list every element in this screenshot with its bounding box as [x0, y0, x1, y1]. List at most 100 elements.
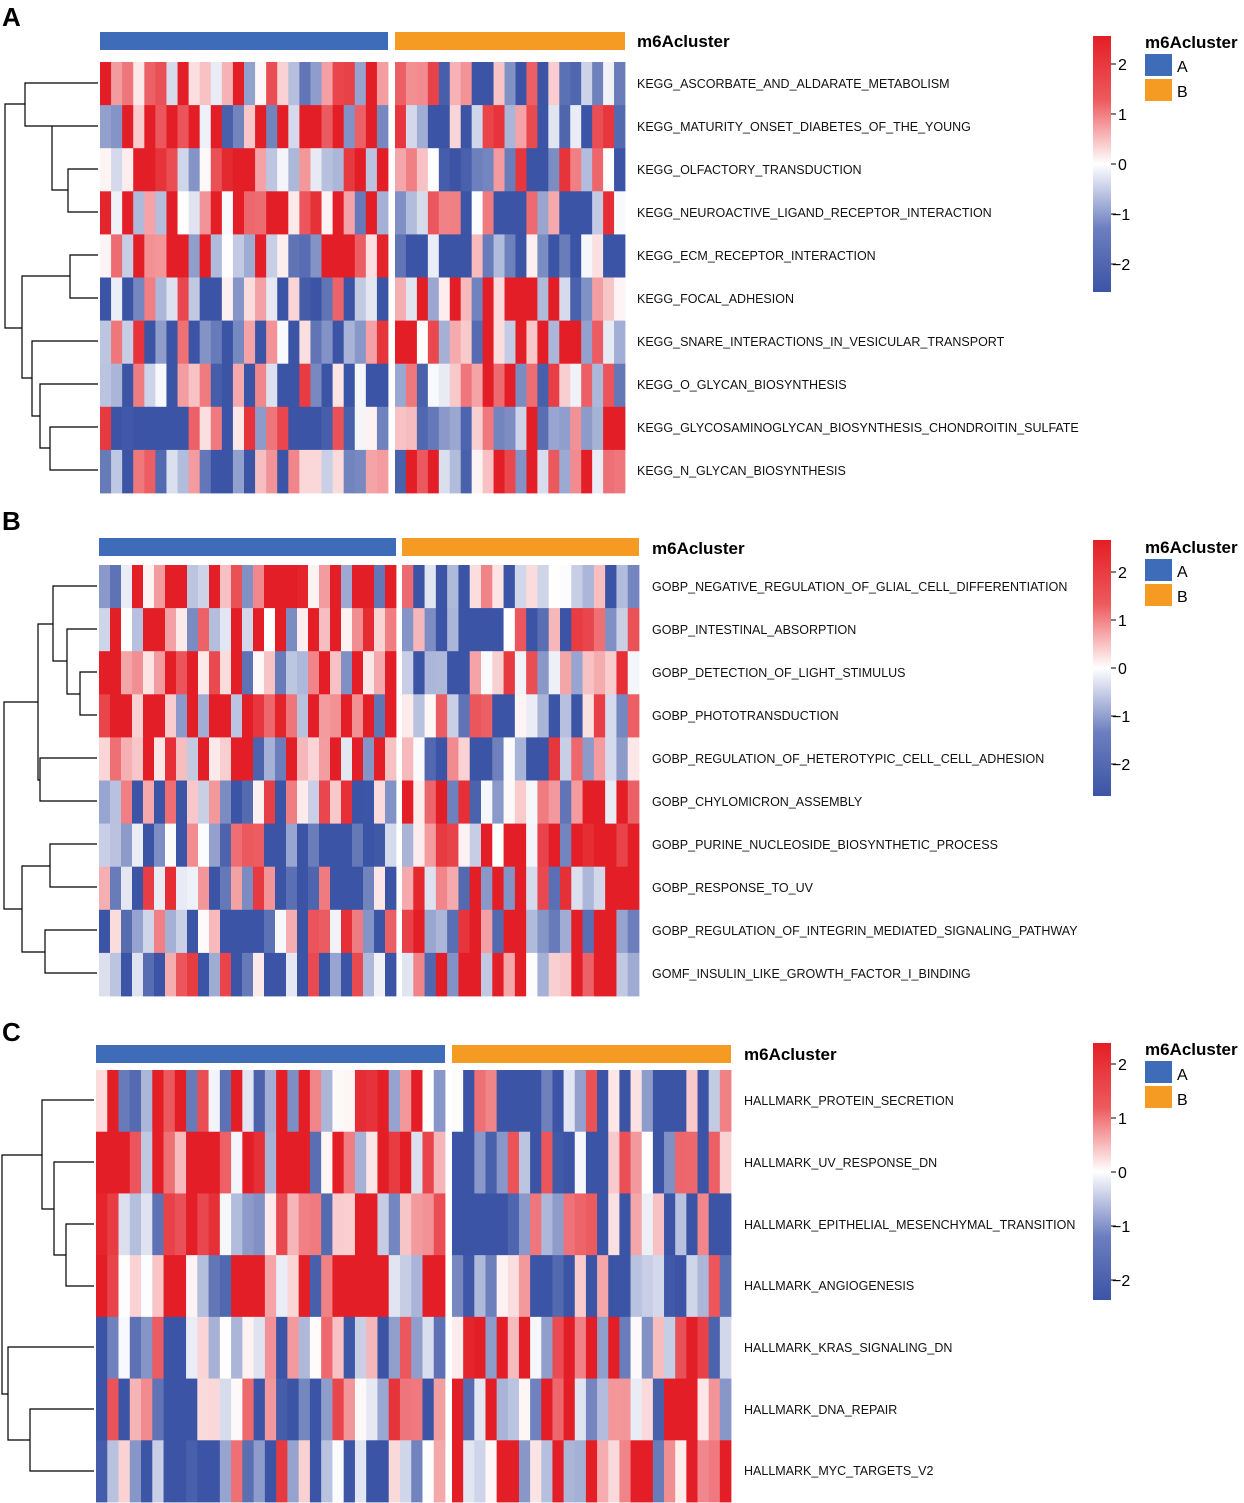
heatmap-cell	[471, 148, 484, 192]
heatmap-cell	[582, 823, 595, 868]
heatmap-cell	[155, 363, 167, 408]
heatmap-cell	[176, 952, 188, 997]
heatmap-cell	[560, 694, 572, 738]
heatmap-cell	[630, 1316, 643, 1379]
heatmap-cell	[220, 694, 232, 738]
heatmap-cell	[144, 406, 156, 451]
heatmap-cell	[165, 823, 177, 868]
heatmap-cell	[253, 608, 265, 652]
heatmap-cell	[449, 277, 462, 321]
heatmap-cell	[232, 105, 245, 149]
heatmap-cell	[330, 952, 342, 997]
heatmap-cell	[141, 1193, 153, 1256]
heatmap-cell	[332, 449, 345, 494]
heatmap-cell	[559, 234, 571, 278]
heatmap-cell	[277, 406, 289, 451]
heatmap-cell	[608, 1193, 620, 1256]
heatmap-cell	[143, 651, 155, 695]
heatmap-cell	[199, 449, 212, 494]
heatmap-cell	[593, 866, 606, 911]
heatmap-cell	[276, 1255, 288, 1318]
heatmap-cell	[264, 1255, 277, 1318]
heatmap-cell	[719, 1316, 732, 1379]
heatmap-cell	[433, 1255, 446, 1318]
heatmap-cell	[405, 320, 418, 365]
heatmap-cell	[154, 651, 166, 695]
heatmap-cell	[330, 866, 342, 911]
heatmap-cell	[592, 105, 604, 149]
heatmap-cell	[493, 105, 505, 149]
heatmap-cell	[321, 1070, 333, 1133]
heatmap-cell	[614, 105, 626, 149]
heatmap-cell	[515, 191, 527, 235]
heatmap-cell	[208, 1255, 221, 1318]
panel-b: B m6Acluster GOBP_NEGATIVE_REGULATION_OF…	[2, 506, 1238, 997]
heatmap-cell	[526, 823, 538, 868]
heatmap-cell	[504, 148, 516, 192]
heatmap-cell	[332, 320, 345, 365]
heatmap-cell	[482, 406, 494, 451]
heatmap-cell	[469, 694, 482, 738]
heatmap-cell	[319, 909, 331, 954]
heatmap-cell	[255, 148, 267, 192]
heatmap-cell	[143, 608, 155, 652]
heatmap-cell	[244, 105, 256, 149]
heatmap-cell	[435, 952, 448, 997]
heatmap-cell	[433, 1131, 446, 1194]
heatmap-cell	[132, 608, 144, 652]
heatmap-cell	[574, 1255, 587, 1318]
heatmap-cell	[177, 234, 190, 278]
heatmap-cell	[308, 737, 320, 781]
heatmap-cell	[141, 1378, 153, 1441]
heatmap-cell	[585, 1131, 598, 1194]
heatmap-cell	[244, 191, 256, 235]
heatmap-cell	[288, 406, 300, 451]
heatmap-cell	[592, 148, 604, 192]
heatmap-cell	[388, 1378, 401, 1441]
heatmap-cell	[176, 737, 188, 781]
panel-a: A m6Acluster KEGG_ASCORBATE_AND_ALDARATE…	[2, 2, 1238, 494]
heatmap-cell	[552, 1255, 564, 1318]
heatmap-cell	[675, 1131, 687, 1194]
heatmap-cell	[122, 406, 134, 451]
heatmap-cell	[330, 694, 342, 738]
heatmap-cell	[231, 1378, 243, 1441]
heatmap-cell	[405, 234, 418, 278]
color-scale-bar	[1093, 540, 1111, 796]
heatmap-cell	[275, 866, 287, 911]
heatmap-cell	[585, 1070, 598, 1133]
heatmap-cell	[537, 148, 549, 192]
heatmap-cell	[493, 234, 505, 278]
heatmap-cell	[188, 148, 201, 192]
heatmap-cell	[548, 737, 561, 781]
heatmap-cell	[176, 909, 188, 954]
heatmap-cell	[155, 105, 167, 149]
heatmap-cell	[526, 449, 538, 494]
scale-tick: 2	[1118, 565, 1127, 582]
heatmap-cell	[352, 909, 364, 954]
cluster-a-bar	[99, 538, 396, 556]
heatmap-cell	[416, 277, 429, 321]
heatmap-cell	[559, 191, 571, 235]
heatmap-cell	[503, 737, 516, 781]
heatmap-cell	[354, 1440, 367, 1503]
heatmap-cell	[309, 1255, 322, 1318]
heatmap-cell	[514, 823, 527, 868]
heatmap-cell	[719, 1255, 732, 1318]
heatmap-cell	[231, 1440, 243, 1503]
cluster-a-bar	[100, 32, 388, 50]
heatmap-cell	[276, 1378, 288, 1441]
scale-tick: −2	[1112, 757, 1130, 774]
heatmap-cell	[110, 608, 122, 652]
heatmap-cell	[427, 320, 440, 365]
heatmap-cell	[482, 320, 494, 365]
heatmap-cell	[433, 1193, 446, 1256]
heatmap-cell	[603, 277, 615, 321]
row-label: KEGG_O_GLYCAN_BIOSYNTHESIS	[637, 378, 847, 392]
heatmap-cell	[231, 952, 243, 997]
heatmap-cell	[570, 320, 582, 365]
heatmap-cell	[309, 1070, 322, 1133]
heatmap-cell	[209, 565, 221, 609]
heatmap-cell	[209, 651, 221, 695]
heatmap-cell	[574, 1440, 587, 1503]
